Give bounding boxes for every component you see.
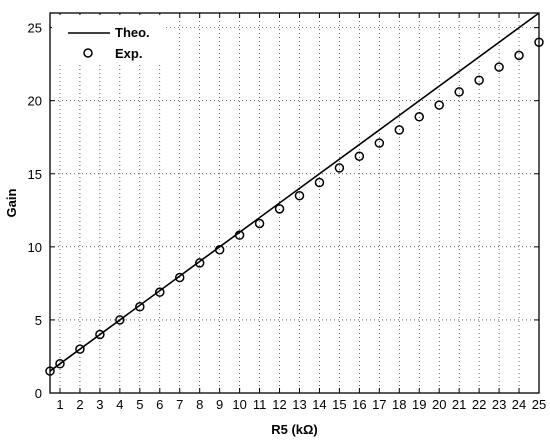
exp-data-point (174, 272, 185, 283)
exp-data-point (354, 151, 365, 161)
x-axis-title: R5 (kΩ) (271, 422, 318, 437)
exp-series-points (45, 37, 544, 376)
exp-data-point (55, 359, 65, 369)
y-tick-labels: 0 5 10 15 20 25 (28, 21, 42, 401)
exp-data-point (75, 344, 85, 354)
x-tick-label: 21 (452, 397, 466, 412)
x-tick-label: 3 (96, 397, 103, 412)
x-tick-labels: 1 2 3 4 5 6 7 8 9 10 11 12 13 14 15 16 17 18 19 20 21 22 23 24 2… (56, 397, 546, 412)
y-tick-label: 10 (28, 240, 42, 255)
legend-theo-label: Theo. (115, 25, 150, 40)
exp-data-point (274, 204, 285, 214)
exp-data-point (115, 315, 125, 325)
legend-background (52, 15, 164, 65)
exp-data-point (434, 100, 444, 110)
x-tick-label: 16 (352, 397, 366, 412)
x-tick-label: 7 (176, 397, 183, 412)
x-tick-label: 1 (56, 397, 63, 412)
exp-data-point (135, 302, 145, 312)
y-tick-label: 15 (28, 167, 42, 182)
exp-data-point (474, 75, 484, 85)
exp-data-point (414, 112, 424, 122)
y-tick-label: 0 (35, 386, 42, 401)
x-tick-label: 18 (392, 397, 406, 412)
y-tick-label: 20 (28, 94, 42, 109)
axis-ticks (50, 13, 540, 394)
x-tick-label: 9 (216, 397, 223, 412)
x-tick-label: 23 (492, 397, 506, 412)
x-tick-label: 12 (272, 397, 286, 412)
exp-data-point (155, 287, 165, 297)
exp-data-point (494, 62, 504, 72)
exp-data-point (194, 258, 205, 268)
plot-frame (49, 12, 540, 394)
x-tick-label: 22 (472, 397, 486, 412)
x-tick-label: 24 (512, 397, 526, 412)
exp-data-point (394, 125, 405, 135)
x-tick-label: 10 (232, 397, 246, 412)
theo-series-line (49, 12, 540, 372)
x-tick-label: 5 (136, 397, 143, 412)
exp-data-point (514, 50, 524, 61)
x-tick-label: 4 (116, 397, 123, 412)
x-tick-label: 19 (412, 397, 426, 412)
x-tick-label: 15 (332, 397, 346, 412)
x-tick-label: 20 (432, 397, 446, 412)
exp-data-point (294, 190, 305, 201)
exp-data-point (234, 230, 245, 240)
x-tick-label: 17 (372, 397, 386, 412)
y-tick-label: 5 (35, 313, 42, 328)
legend: Theo. Exp. (52, 15, 164, 65)
y-tick-label: 25 (28, 21, 42, 36)
grid (50, 13, 540, 393)
exp-data-point (374, 138, 385, 148)
x-tick-label: 25 (532, 397, 546, 412)
exp-data-point (454, 87, 464, 97)
exp-data-point (254, 218, 265, 229)
exp-data-point (334, 163, 345, 173)
x-tick-label: 13 (292, 397, 306, 412)
x-tick-label: 2 (76, 397, 83, 412)
exp-data-point (314, 177, 325, 188)
exp-data-point (95, 329, 105, 340)
y-axis-title: Gain (4, 188, 19, 217)
exp-data-point (214, 245, 225, 255)
x-tick-label: 14 (312, 397, 326, 412)
x-tick-label: 8 (196, 397, 203, 412)
x-tick-label: 6 (156, 397, 163, 412)
legend-exp-marker (83, 48, 93, 58)
x-tick-label: 11 (253, 397, 267, 412)
legend-exp-label: Exp. (115, 46, 142, 61)
